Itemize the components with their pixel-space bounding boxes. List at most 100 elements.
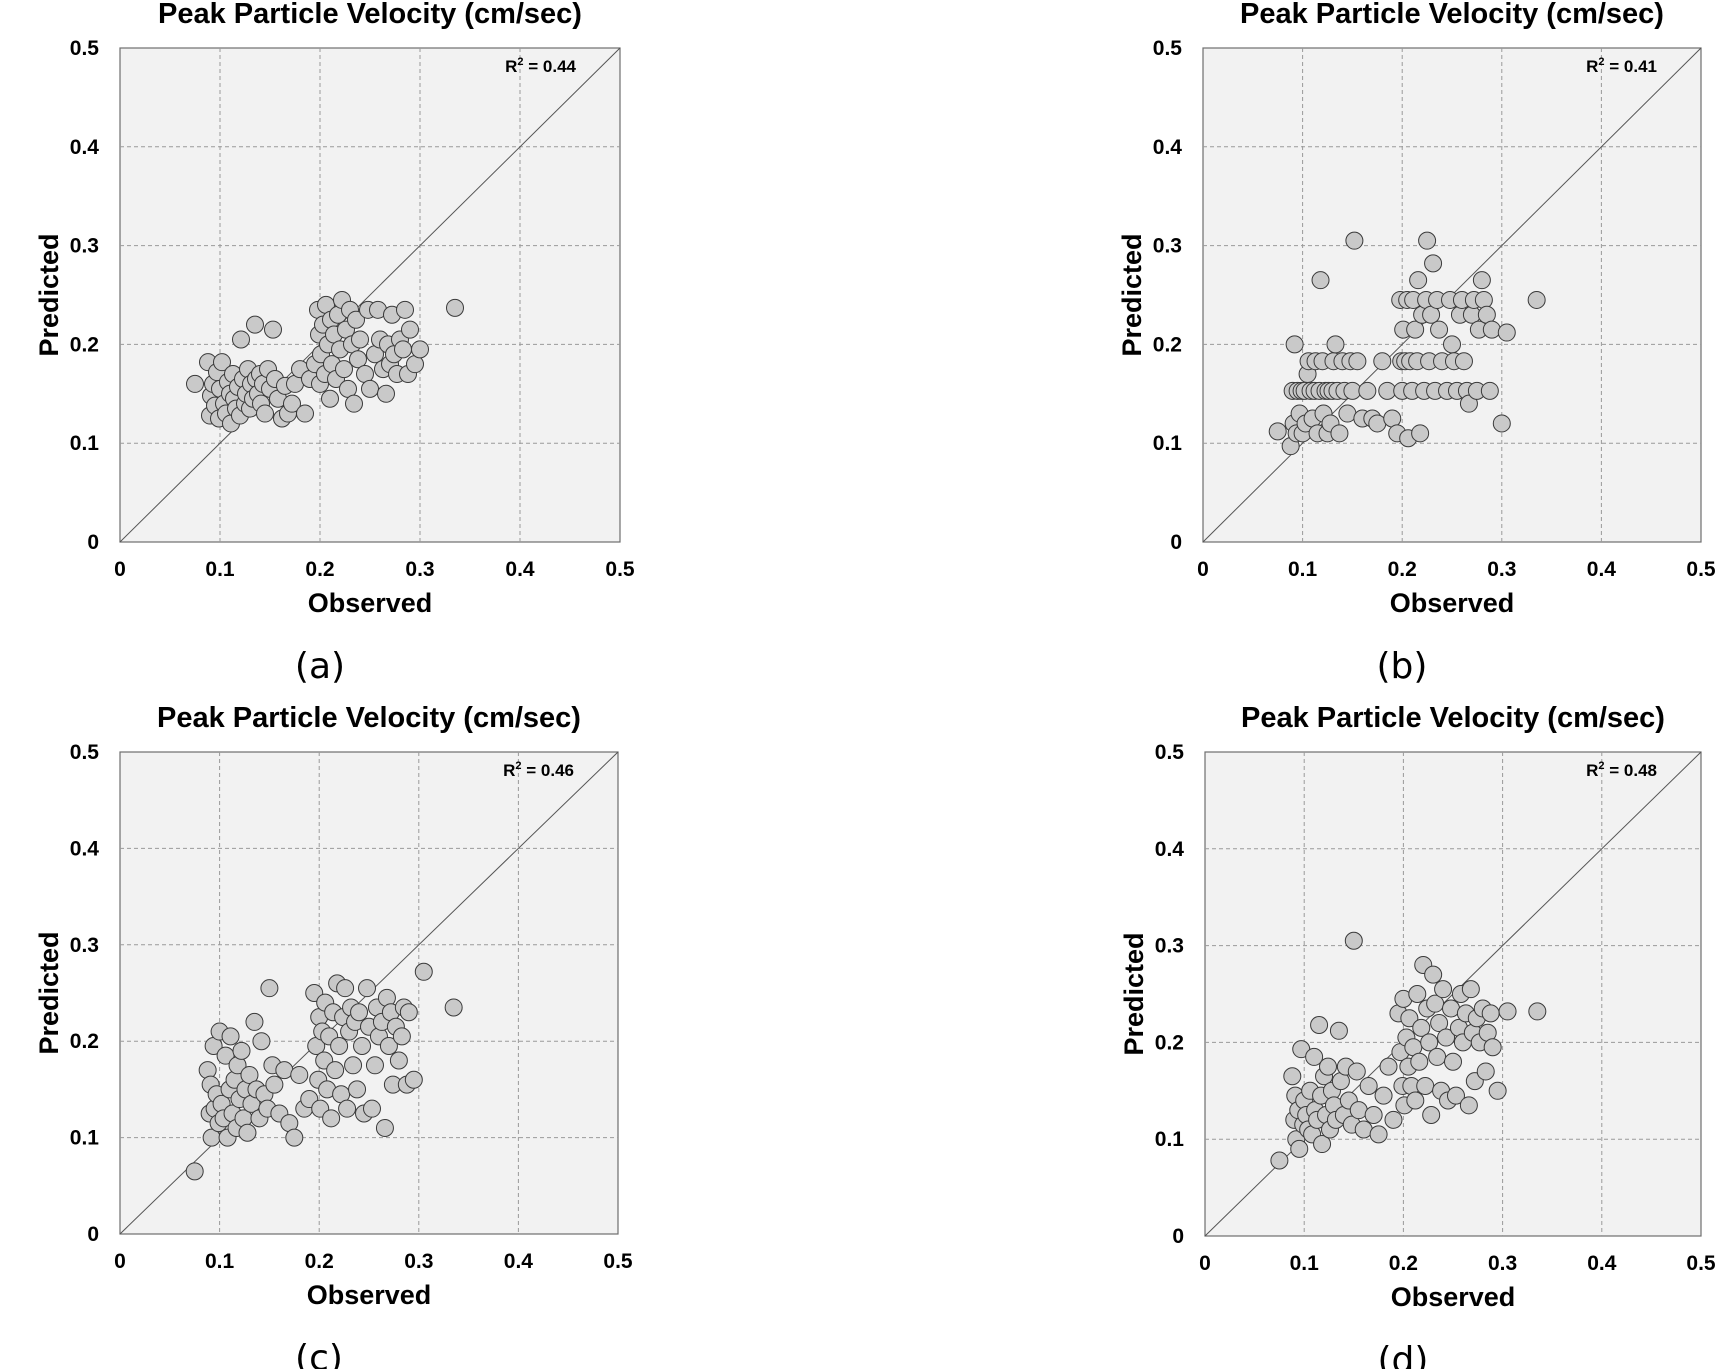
data-point xyxy=(379,1037,398,1056)
data-point xyxy=(1283,1067,1302,1086)
x-tick-label: 0.2 xyxy=(1389,1252,1418,1275)
data-point xyxy=(1437,1028,1456,1047)
data-point xyxy=(186,374,204,393)
data-point xyxy=(232,330,250,349)
x-axis-label: Observed xyxy=(1390,588,1515,618)
r-squared-annotation: R2 = 0.44 xyxy=(505,56,576,76)
y-axis-label: Predicted xyxy=(1119,932,1149,1055)
data-point xyxy=(1443,335,1461,354)
y-tick-label: 0.3 xyxy=(70,235,99,258)
data-point xyxy=(1418,231,1437,250)
data-point xyxy=(1480,381,1499,400)
data-point xyxy=(377,384,395,403)
x-tick-label: 0.2 xyxy=(305,558,334,581)
data-point xyxy=(1481,1004,1500,1023)
x-tick-label: 0 xyxy=(1197,558,1209,581)
data-point xyxy=(264,320,282,339)
data-point xyxy=(1369,1125,1388,1144)
chart-title: Peak Particle Velocity (cm/sec) xyxy=(158,0,582,30)
data-point xyxy=(1498,1002,1517,1021)
data-point xyxy=(414,962,433,981)
y-tick-label: 0 xyxy=(87,1223,99,1246)
data-point xyxy=(1409,271,1428,290)
y-tick-label: 0.3 xyxy=(70,934,99,957)
data-point xyxy=(213,353,231,372)
y-tick-label: 0.5 xyxy=(70,741,100,764)
data-point xyxy=(399,1003,418,1022)
x-tick-label: 0.5 xyxy=(1686,1252,1716,1275)
data-point xyxy=(1422,1106,1441,1124)
data-point xyxy=(345,394,363,413)
y-tick-label: 0.2 xyxy=(70,1030,99,1053)
data-point xyxy=(347,310,365,329)
panel-caption: (a) xyxy=(295,646,345,687)
x-tick-label: 0.1 xyxy=(1290,1252,1320,1275)
data-point xyxy=(1430,320,1449,339)
data-point xyxy=(1364,1106,1383,1124)
data-point xyxy=(246,315,264,334)
data-point xyxy=(351,330,369,349)
data-point xyxy=(256,404,274,423)
data-point xyxy=(350,1003,369,1022)
data-point xyxy=(245,1012,264,1031)
data-point xyxy=(1379,1057,1398,1076)
data-point xyxy=(1368,414,1387,433)
data-point xyxy=(1420,1033,1439,1052)
data-point xyxy=(1492,414,1511,433)
data-point xyxy=(1424,254,1443,273)
data-point xyxy=(392,1027,411,1046)
data-point xyxy=(252,1032,271,1051)
r-squared-annotation: R2 = 0.46 xyxy=(503,760,574,780)
data-point xyxy=(389,1051,408,1070)
data-point xyxy=(221,1027,240,1046)
data-point xyxy=(344,1056,363,1075)
r-squared-annotation: R2 = 0.48 xyxy=(1586,760,1657,780)
data-point xyxy=(1446,1086,1465,1105)
data-point xyxy=(1408,985,1427,1003)
data-point xyxy=(290,1065,309,1084)
data-point xyxy=(1345,231,1364,250)
x-tick-label: 0.1 xyxy=(205,558,235,581)
data-point xyxy=(446,298,464,317)
data-point xyxy=(1444,1052,1462,1071)
y-axis-label: Predicted xyxy=(34,233,64,356)
data-point xyxy=(330,1037,349,1056)
y-tick-label: 0.3 xyxy=(1153,235,1182,258)
data-point xyxy=(1400,1009,1419,1028)
data-point xyxy=(1373,352,1392,371)
data-point xyxy=(1472,271,1491,290)
data-point xyxy=(198,1061,217,1080)
data-point xyxy=(1305,1047,1324,1066)
data-point xyxy=(322,1109,341,1128)
x-tick-label: 0.3 xyxy=(404,1250,433,1273)
data-point xyxy=(1359,1076,1378,1095)
y-tick-label: 0 xyxy=(87,531,99,554)
x-tick-label: 0.2 xyxy=(305,1250,334,1273)
data-point xyxy=(1527,290,1546,309)
y-tick-label: 0.2 xyxy=(70,333,99,356)
x-tick-label: 0.5 xyxy=(1686,558,1716,581)
data-point xyxy=(285,1128,304,1147)
x-tick-label: 0 xyxy=(114,558,126,581)
data-point xyxy=(1476,1062,1495,1081)
y-tick-label: 0.2 xyxy=(1153,333,1182,356)
y-tick-label: 0.1 xyxy=(70,432,100,455)
data-point xyxy=(353,1037,372,1056)
data-point xyxy=(1434,980,1453,999)
x-axis-label: Observed xyxy=(308,588,433,618)
chart-panel: Peak Particle Velocity (cm/sec) 0 0.1 0.2 0.… xyxy=(34,0,635,687)
data-point xyxy=(238,1123,257,1142)
data-point xyxy=(296,404,314,423)
data-point xyxy=(1326,335,1345,354)
x-tick-label: 0.2 xyxy=(1388,558,1417,581)
r-squared-annotation: R2 = 0.41 xyxy=(1586,56,1657,76)
data-point xyxy=(1347,1062,1366,1081)
data-point xyxy=(401,320,419,339)
data-point xyxy=(185,1162,204,1181)
data-point xyxy=(336,979,355,998)
data-point xyxy=(1483,1038,1502,1057)
y-tick-label: 0.4 xyxy=(70,136,100,159)
y-axis-label: Predicted xyxy=(1117,233,1147,356)
data-point xyxy=(338,1099,357,1118)
